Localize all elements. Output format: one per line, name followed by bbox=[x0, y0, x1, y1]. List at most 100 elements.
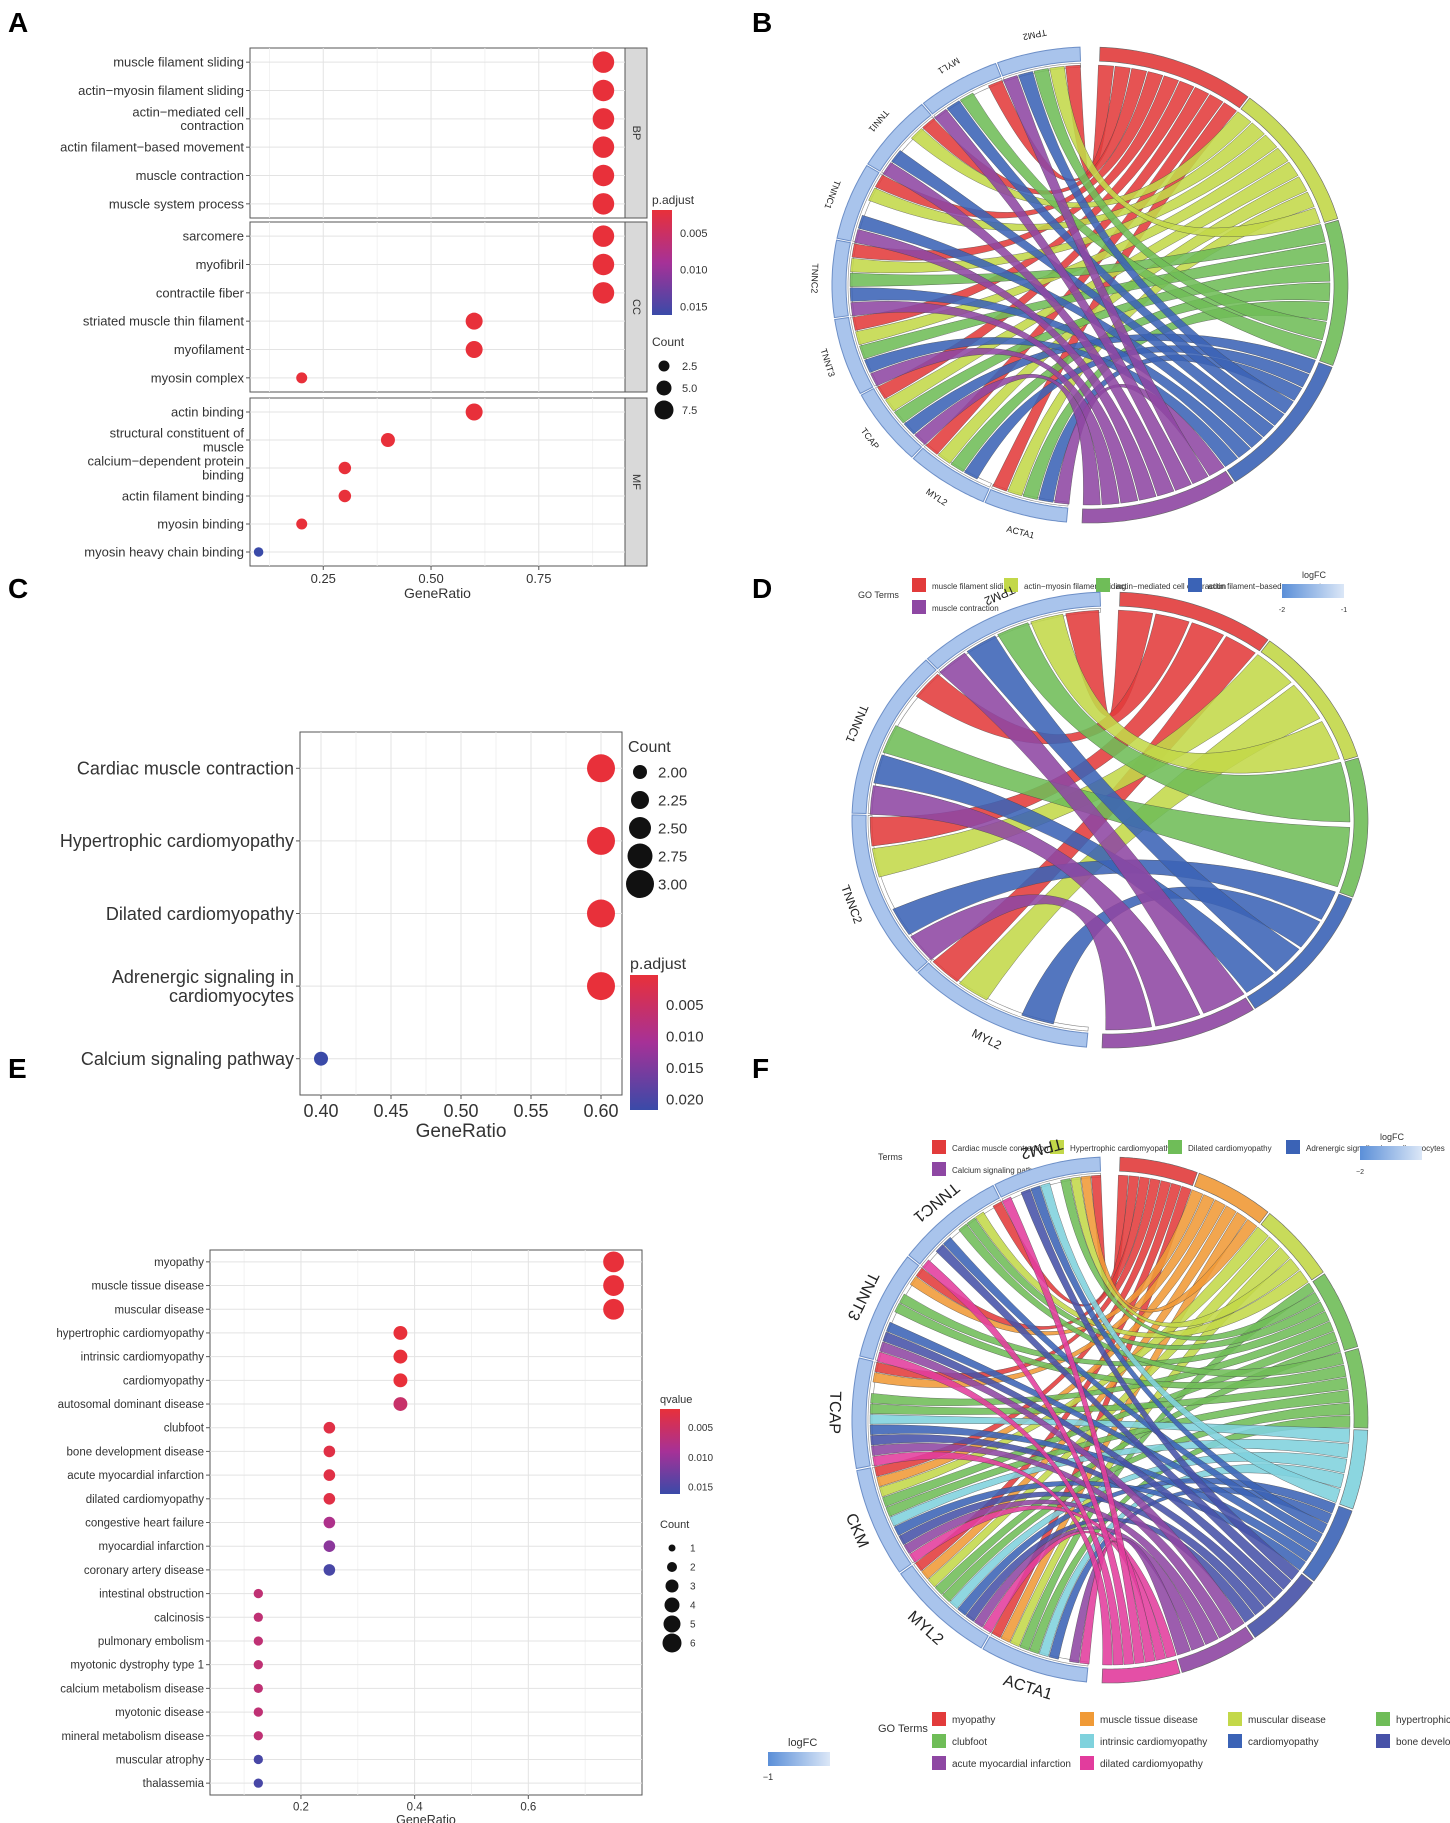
legend-swatch bbox=[1286, 1140, 1300, 1154]
term-label: calcium−dependent protein bbox=[88, 454, 244, 469]
legend-swatch bbox=[912, 578, 926, 592]
chord-ribbon bbox=[869, 785, 1201, 1027]
size-legend-tick: 2.25 bbox=[658, 792, 687, 809]
gene-arc bbox=[908, 1184, 1001, 1265]
data-point bbox=[587, 754, 615, 783]
chord-ribbon bbox=[949, 1452, 1348, 1610]
plot-area bbox=[249, 47, 626, 219]
chord-ribbon bbox=[879, 1341, 1245, 1631]
legend-swatch bbox=[932, 1734, 946, 1748]
size-legend-tick: 2.00 bbox=[658, 764, 687, 781]
size-legend-dot bbox=[667, 1562, 677, 1572]
chord-panel-D: TPM2 TNNC1 TNNC2 MYL2 Terms Cardiac muscle co… bbox=[838, 583, 1445, 1176]
gene-label: TCAP bbox=[825, 1391, 843, 1434]
term-arc bbox=[1302, 1505, 1353, 1582]
legend-title: GO Terms bbox=[858, 590, 899, 600]
logfc-tick: -1 bbox=[1341, 607, 1347, 614]
size-legend-tick: 5 bbox=[690, 1620, 696, 1631]
logfc-title: logFC bbox=[1302, 570, 1327, 580]
size-legend-tick: 6 bbox=[690, 1639, 696, 1650]
x-tick-label: 0.75 bbox=[526, 571, 551, 586]
size-legend-dot bbox=[626, 870, 654, 898]
legend-label: myopathy bbox=[952, 1715, 995, 1726]
facet-strip bbox=[624, 397, 648, 567]
chord-ribbon bbox=[1018, 71, 1294, 414]
x-axis-title: GeneRatio bbox=[404, 585, 471, 601]
x-tick-label: 0.50 bbox=[418, 571, 443, 586]
color-legend-bar bbox=[660, 1409, 680, 1494]
size-legend-tick: 3 bbox=[690, 1582, 696, 1593]
size-legend-dot bbox=[665, 1579, 679, 1593]
size-legend-title: Count bbox=[652, 335, 685, 349]
legend-label: muscle tissue disease bbox=[1100, 1715, 1198, 1726]
chord-ribbon bbox=[1049, 66, 1321, 237]
size-legend-tick: 3.00 bbox=[658, 876, 687, 893]
facet-strip-label: CC bbox=[630, 299, 642, 315]
term-label: Adrenergic signaling in bbox=[112, 967, 294, 987]
size-legend-tick: 2.5 bbox=[682, 361, 697, 373]
x-tick-label: 0.2 bbox=[293, 1802, 309, 1814]
data-point bbox=[380, 433, 395, 447]
gene-label: TPM2 bbox=[1022, 27, 1048, 42]
chord-ribbon bbox=[1040, 1182, 1341, 1503]
facet-strip-label: BP bbox=[630, 126, 642, 141]
legend-swatch bbox=[1080, 1756, 1094, 1770]
term-label: congestive heart failure bbox=[85, 1518, 204, 1530]
facet-strip-label: MF bbox=[630, 474, 642, 490]
gene-label: TPM2 bbox=[1019, 1135, 1065, 1162]
panel-label-C: C bbox=[8, 573, 28, 604]
x-axis-title: GeneRatio bbox=[396, 1813, 456, 1823]
term-label: Dilated cardiomyopathy bbox=[106, 904, 294, 924]
data-point bbox=[253, 1731, 263, 1741]
size-legend-title: Count bbox=[660, 1519, 689, 1531]
size-legend-title: Count bbox=[628, 739, 671, 756]
term-arc bbox=[1339, 1429, 1369, 1510]
legend-label: actin−myosin filament sliding bbox=[1024, 582, 1126, 591]
legend-label: hypertrophic cardiomyop bbox=[1396, 1715, 1450, 1726]
legend-swatch bbox=[1228, 1712, 1242, 1726]
data-point bbox=[323, 1493, 336, 1505]
data-point bbox=[603, 1275, 624, 1296]
term-arc bbox=[1240, 97, 1339, 223]
term-label: myopathy bbox=[154, 1257, 204, 1269]
chord-ribbon bbox=[870, 1321, 1334, 1406]
gene-arc bbox=[851, 814, 929, 972]
logfc-title: logFC bbox=[788, 1737, 817, 1749]
term-label: Cardiac muscle contraction bbox=[77, 759, 294, 779]
chord-ribbon bbox=[898, 1491, 1265, 1616]
chord-ribbon bbox=[1020, 1188, 1300, 1581]
data-point bbox=[323, 1469, 336, 1481]
logfc-bar bbox=[1360, 1146, 1422, 1160]
term-arc bbox=[1099, 46, 1249, 109]
term-arc bbox=[1344, 1348, 1369, 1429]
gene-arc bbox=[982, 1636, 1089, 1683]
legend-label: bone development disea bbox=[1396, 1737, 1450, 1748]
chord-ribbon bbox=[934, 108, 1192, 491]
size-legend-dot bbox=[663, 1615, 681, 1633]
gene-arc bbox=[984, 488, 1069, 523]
term-arc bbox=[1260, 640, 1359, 761]
term-label: striated muscle thin filament bbox=[83, 314, 245, 329]
gene-label: TNNC2 bbox=[809, 263, 820, 293]
term-label: myocardial infarction bbox=[99, 1541, 204, 1553]
gene-label: ACTA1 bbox=[1001, 1672, 1054, 1703]
data-point bbox=[323, 1445, 336, 1458]
panel-label-E: E bbox=[8, 1053, 27, 1084]
chord-ribbon bbox=[850, 301, 1139, 504]
logfc-bar bbox=[768, 1752, 830, 1766]
legend-label: dilated cardiomyopathy bbox=[1100, 1759, 1203, 1770]
term-arc bbox=[1119, 591, 1269, 652]
data-point bbox=[253, 1636, 263, 1646]
legend-swatch bbox=[1228, 1734, 1242, 1748]
gene-label: ACTA1 bbox=[1006, 524, 1036, 541]
term-label: actin−myosin filament sliding bbox=[78, 83, 244, 98]
gene-arc bbox=[922, 62, 1002, 115]
term-label: clubfoot bbox=[164, 1423, 205, 1435]
color-legend-tick: 0.010 bbox=[680, 265, 708, 277]
chord-ribbon bbox=[959, 92, 1323, 359]
term-label: calcinosis bbox=[154, 1612, 204, 1624]
color-legend-tick: 0.010 bbox=[688, 1453, 713, 1464]
color-legend-tick: 0.005 bbox=[688, 1423, 713, 1434]
term-arc bbox=[1194, 1172, 1269, 1224]
